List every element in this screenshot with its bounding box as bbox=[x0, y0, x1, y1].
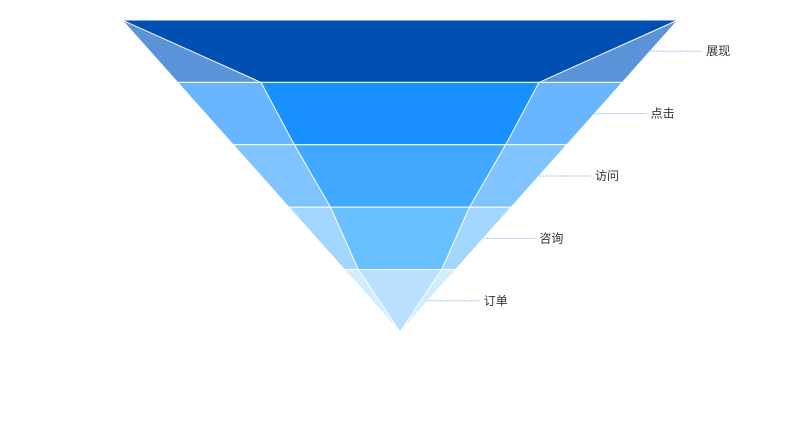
stage-label-0: 展现 bbox=[706, 44, 730, 58]
stage-label-4: 订单 bbox=[484, 294, 508, 308]
inner-funnel-layer bbox=[121, 19, 679, 333]
stage-label-1: 点击 bbox=[651, 107, 675, 121]
inner-funnel-segment-4 bbox=[357, 269, 443, 333]
inner-funnel-segment-1 bbox=[260, 81, 540, 146]
stage-label-2: 访问 bbox=[595, 169, 619, 183]
inner-funnel-segment-2 bbox=[293, 144, 507, 208]
stage-label-3: 咨询 bbox=[539, 230, 563, 245]
